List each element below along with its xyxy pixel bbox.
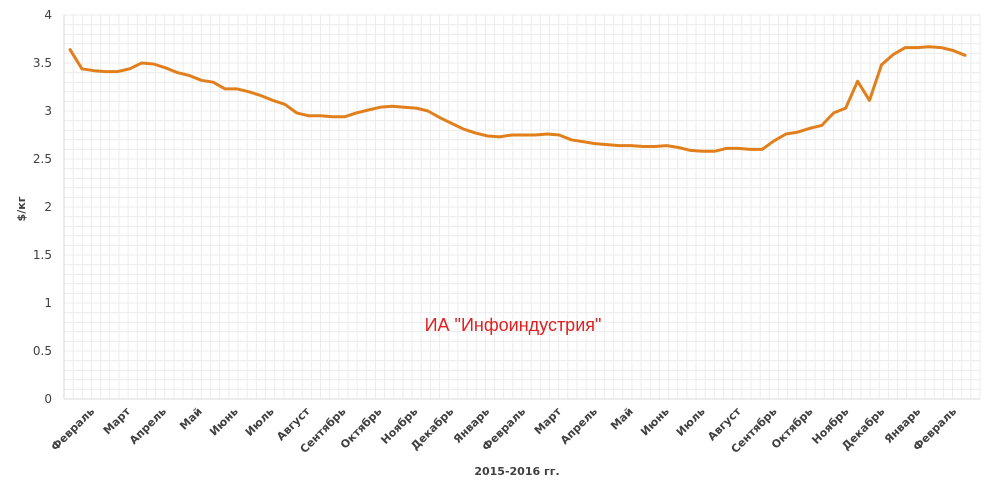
y-tick-label: 3	[44, 104, 52, 118]
x-tick-label: Июнь	[638, 405, 672, 439]
x-tick-label: Апрель	[127, 405, 169, 447]
y-tick-label: 0	[44, 392, 52, 406]
y-tick-label: 3.5	[33, 56, 52, 70]
x-tick-label: Июль	[674, 405, 708, 439]
x-tick-label: Март	[532, 404, 565, 437]
x-tick-label: Май	[177, 405, 205, 433]
x-axis-title: 2015-2016 гг.	[474, 465, 559, 478]
y-tick-label: 1.5	[33, 248, 52, 262]
x-tick-label: Июль	[243, 405, 277, 439]
y-tick-label: 4	[44, 8, 52, 22]
x-tick-label: Февраль	[49, 405, 98, 454]
series-line	[68, 45, 967, 153]
y-tick-label: 2.5	[33, 152, 52, 166]
x-tick-label: Апрель	[558, 405, 600, 447]
y-axis-ticks: 0 0.5 1 1.5 2 2.5 3 3.5 4	[33, 8, 52, 406]
y-tick-label: 0.5	[33, 344, 52, 358]
x-tick-label: Март	[101, 404, 134, 437]
watermark-text: ИА "Инфоиндустрия"	[425, 315, 602, 335]
y-tick-label: 1	[44, 296, 52, 310]
x-tick-label: Май	[608, 405, 636, 433]
x-tick-label: Июнь	[207, 405, 241, 439]
chart-grid	[63, 14, 981, 400]
y-tick-label: 2	[44, 200, 52, 214]
y-axis-title: $/кг	[15, 196, 28, 221]
